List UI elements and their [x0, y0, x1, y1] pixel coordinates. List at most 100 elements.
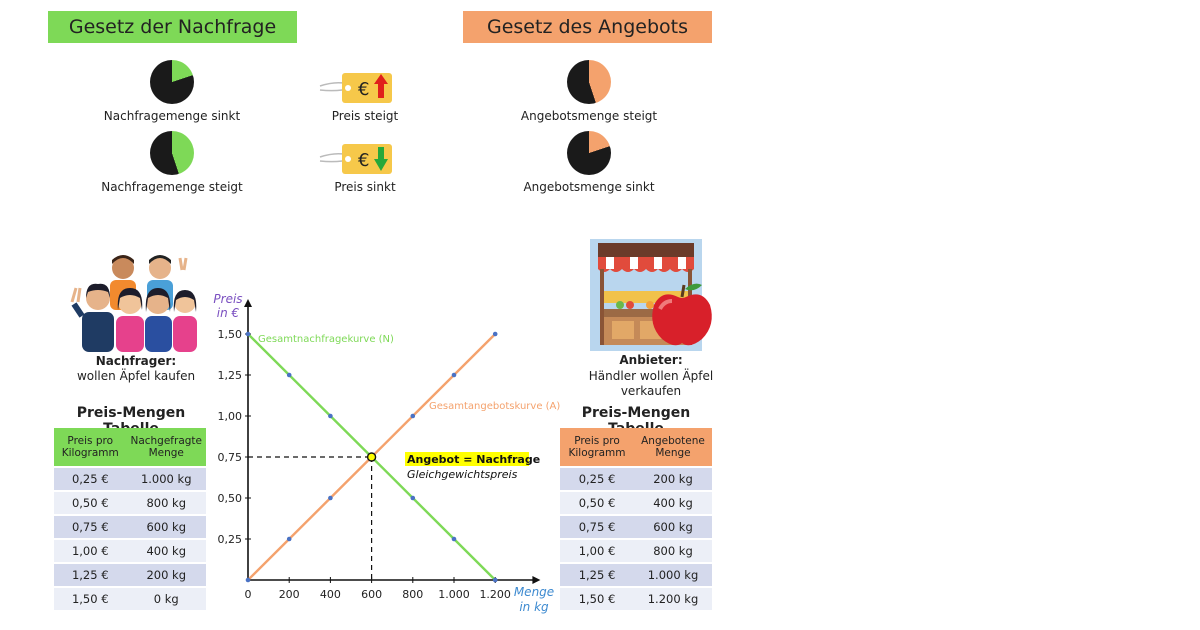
svg-text:€: €	[358, 150, 369, 171]
demand-price-quantity-table: Preis pro Kilogramm Nachgefragte Menge 0…	[54, 426, 206, 612]
equilibrium-sublabel: Gleichgewichtspreis	[407, 468, 518, 481]
equilibrium-label: Angebot = Nachfrage	[407, 453, 540, 466]
x-tick-label: 400	[320, 588, 341, 601]
table-cell: 400 kg	[126, 540, 206, 562]
table-row: 1,25 €200 kg	[54, 564, 206, 586]
x-tick-label: 1.200	[479, 588, 511, 601]
x-axis-label: in kg	[519, 600, 549, 614]
table-cell: 0,75 €	[54, 516, 127, 538]
table-cell: 0,25 €	[560, 468, 634, 490]
table-row: 0,50 €400 kg	[560, 492, 712, 514]
demand-curve-label: Gesamtnachfragekurve (N)	[258, 334, 394, 345]
x-tick-label: 1.000	[438, 588, 470, 601]
table-cell: 1.000 kg	[126, 468, 206, 490]
supply-law-title: Gesetz des Angebots	[463, 11, 712, 43]
table-header: Preis pro Kilogramm	[560, 428, 634, 466]
data-point	[410, 413, 416, 419]
buyers-group-illustration	[68, 250, 198, 356]
table-cell: 1,00 €	[560, 540, 634, 562]
table-header: Preis pro Kilogramm	[54, 428, 127, 466]
data-point	[245, 331, 251, 337]
table-cell: 1.000 kg	[634, 564, 712, 586]
table-cell: 1,50 €	[560, 588, 634, 610]
table-cell: 600 kg	[634, 516, 712, 538]
y-axis-label: in €	[217, 306, 240, 320]
supply-pie-decrease	[567, 131, 611, 175]
supply-caption-increase: Angebotsmenge steigt	[520, 109, 658, 123]
data-point	[410, 495, 416, 501]
demand-pie-decrease	[150, 60, 194, 104]
table-cell: 200 kg	[634, 468, 712, 490]
table-row: 1,00 €400 kg	[54, 540, 206, 562]
table-row: 0,50 €800 kg	[54, 492, 206, 514]
table-cell: 1,25 €	[54, 564, 127, 586]
table-cell: 1.200 kg	[634, 588, 712, 610]
table-header: Angebotene Menge	[634, 428, 712, 466]
y-tick-label: 1,50	[218, 328, 243, 341]
y-axis-label: Preis	[213, 292, 242, 306]
table-row: 0,25 €200 kg	[560, 468, 712, 490]
y-tick-label: 0,75	[218, 451, 243, 464]
table-cell: 600 kg	[126, 516, 206, 538]
table-row: 0,25 €1.000 kg	[54, 468, 206, 490]
data-point	[245, 577, 251, 583]
price-up-tag-icon: €	[318, 70, 396, 110]
buyers-text: wollen Äpfel kaufen	[76, 369, 196, 383]
data-point	[328, 495, 333, 501]
x-axis-label: Menge	[514, 585, 554, 599]
price-up-caption: Preis steigt	[331, 109, 399, 123]
x-tick-label: 600	[361, 588, 382, 601]
market-stall-illustration	[590, 239, 716, 359]
data-point	[451, 536, 457, 542]
demand-caption-decrease: Nachfragemenge sinkt	[103, 109, 241, 123]
table-cell: 1,25 €	[560, 564, 634, 586]
supply-demand-chart: 0 200 400 600 800 1.000 1.200 0,25 0,50 0,75 1,00 1…	[213, 292, 560, 614]
y-tick-label: 1,00	[218, 410, 243, 423]
table-cell: 0 kg	[126, 588, 206, 610]
table-row: 0,75 €600 kg	[54, 516, 206, 538]
data-point	[286, 372, 292, 378]
table-cell: 800 kg	[126, 492, 206, 514]
x-tick-label: 200	[279, 588, 300, 601]
table-cell: 1,00 €	[54, 540, 127, 562]
table-cell: 0,75 €	[560, 516, 634, 538]
supply-caption-decrease: Angebotsmenge sinkt	[523, 180, 655, 194]
table-header: Nachgefragte Menge	[126, 428, 206, 466]
table-row: 1,00 €800 kg	[560, 540, 712, 562]
demand-caption-increase: Nachfragemenge steigt	[101, 180, 243, 194]
table-cell: 0,50 €	[54, 492, 127, 514]
table-row: 0,75 €600 kg	[560, 516, 712, 538]
y-axis-arrow-icon	[244, 299, 252, 307]
x-tick-label: 800	[402, 588, 423, 601]
equilibrium-label-highlight	[405, 452, 529, 466]
supply-pie-increase	[567, 60, 611, 104]
table-row: 1,50 €1.200 kg	[560, 588, 712, 610]
sellers-text-line2: verkaufen	[620, 384, 682, 398]
table-cell: 1,50 €	[54, 588, 127, 610]
data-point	[286, 536, 292, 542]
y-tick-label: 0,50	[218, 492, 243, 505]
y-tick-label: 0,25	[218, 533, 243, 546]
data-point	[492, 331, 498, 337]
buyers-heading: Nachfrager:	[95, 354, 177, 368]
supply-price-quantity-table: Preis pro Kilogramm Angebotene Menge 0,2…	[560, 426, 712, 612]
svg-text:€: €	[358, 79, 369, 100]
equilibrium-point	[366, 452, 377, 462]
data-point	[492, 577, 498, 583]
table-cell: 0,25 €	[54, 468, 127, 490]
table-cell: 0,50 €	[560, 492, 634, 514]
table-row: 1,50 €0 kg	[54, 588, 206, 610]
table-cell: 800 kg	[634, 540, 712, 562]
x-axis-arrow-icon	[532, 576, 541, 584]
demand-pie-increase	[150, 131, 194, 175]
y-tick-label: 1,25	[218, 369, 243, 382]
sellers-text-line1: Händler wollen Äpfel	[588, 369, 714, 383]
x-tick-label: 0	[245, 588, 252, 601]
price-down-caption: Preis sinkt	[334, 180, 396, 194]
data-point	[328, 413, 333, 419]
demand-law-title: Gesetz der Nachfrage	[48, 11, 297, 43]
sellers-heading: Anbieter:	[619, 353, 683, 367]
price-down-tag-icon: €	[318, 141, 396, 181]
supply-curve-label: Gesamtangebotskurve (A)	[429, 401, 560, 412]
table-cell: 200 kg	[126, 564, 206, 586]
